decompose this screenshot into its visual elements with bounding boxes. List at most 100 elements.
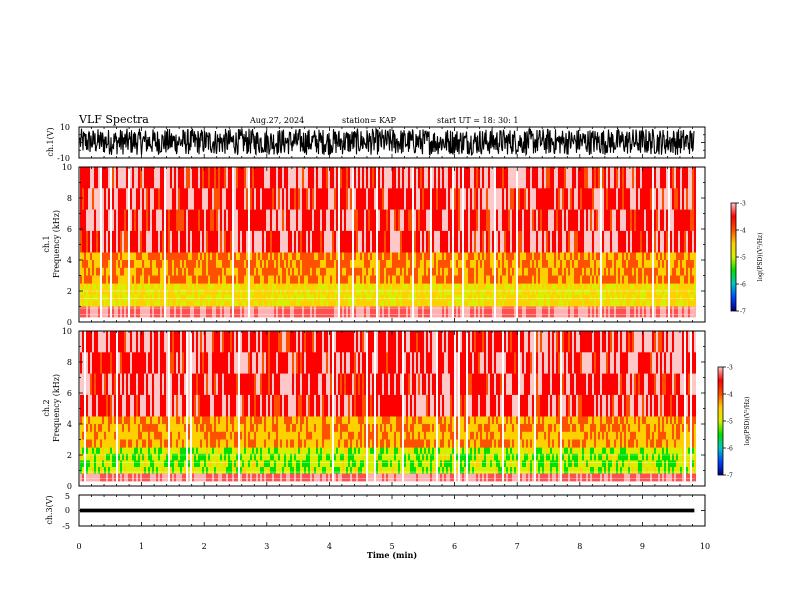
spectrogram-cell: [314, 188, 316, 210]
spectrogram-cell: [572, 260, 574, 269]
spectrogram-cell: [142, 416, 144, 425]
spectrogram-cell: [188, 252, 190, 261]
spectrogram-cell: [692, 306, 694, 318]
spectrogram-cell: [348, 167, 350, 189]
spectrogram-cell: [304, 294, 306, 301]
spectrogram-cell: [612, 230, 614, 253]
spectrogram-cell: [522, 267, 524, 276]
spectrogram-cell: [388, 294, 390, 301]
spectrogram-cell: [308, 188, 310, 210]
spectrogram-cell: [358, 289, 360, 296]
spectrogram-cell: [422, 289, 424, 296]
spectrogram-cell: [336, 275, 338, 284]
spectrogram-cell: [208, 439, 210, 448]
spectrogram-cell: [220, 460, 222, 468]
spectrogram-cell: [364, 306, 366, 318]
spectrogram-cell: [488, 294, 490, 301]
spectrogram-cell: [136, 294, 138, 301]
spectrogram-cell: [418, 300, 420, 307]
spectrogram-cell: [154, 460, 156, 468]
spectrogram-cell: [156, 473, 158, 482]
spectrogram-cell: [152, 331, 154, 353]
spectrogram-cell: [188, 431, 190, 440]
spectrogram-cell: [272, 260, 274, 269]
spectrogram-cell: [578, 289, 580, 296]
spectrogram-cell: [432, 167, 434, 189]
spectrogram-cell: [152, 252, 154, 261]
spectrogram-cell: [280, 167, 282, 189]
spectrogram-cell: [286, 230, 288, 253]
spectrogram-cell: [230, 331, 232, 353]
spectrogram-cell: [532, 294, 534, 301]
spectrogram-cell: [498, 188, 500, 210]
spectrogram-cell: [114, 267, 116, 276]
spectrogram-cell: [350, 167, 352, 189]
spectrogram-cell: [278, 306, 280, 318]
spectrogram-cell: [502, 275, 504, 284]
spectrogram-cell: [86, 373, 88, 396]
spectrogram-cell: [184, 294, 186, 301]
spectrogram-cell: [226, 188, 228, 210]
spectrogram-cell: [188, 267, 190, 276]
spectrogram-cell: [206, 283, 208, 290]
spectrogram-cell: [442, 294, 444, 301]
spectrogram-cell: [234, 300, 236, 307]
spectrogram-cell: [686, 306, 688, 318]
spectrogram-cell: [592, 260, 594, 269]
spectrogram-cell: [400, 294, 402, 301]
spectrogram-cell: [302, 294, 304, 301]
spectrogram-cell: [230, 439, 232, 448]
spectrogram-cell: [206, 460, 208, 468]
spectrogram-cell: [108, 473, 110, 482]
spectrogram-cell: [618, 294, 620, 301]
spectrogram-cell: [468, 167, 470, 189]
spectrogram-cell: [612, 294, 614, 301]
spectrogram-cell: [272, 188, 274, 210]
spectrogram-cell: [306, 294, 308, 301]
spectrogram-cell: [166, 283, 168, 290]
spectrogram-cell: [528, 167, 530, 189]
spectrogram-cell: [660, 230, 662, 253]
spectrogram-cell: [216, 424, 218, 433]
spectrogram-cell: [354, 267, 356, 276]
spectrogram-cell: [560, 188, 562, 210]
spectrogram-cell: [306, 209, 308, 232]
spectrogram-cell: [80, 447, 82, 455]
spectrogram-cell: [232, 394, 234, 417]
spectrogram-cell: [116, 230, 118, 253]
spectrogram-cell: [646, 260, 648, 269]
spectrogram-cell: [88, 267, 90, 276]
spectrogram-cell: [208, 431, 210, 440]
spectrogram-cell: [366, 283, 368, 290]
spectrogram-cell: [622, 300, 624, 307]
spectrogram-cell: [188, 188, 190, 210]
spectrogram-cell: [148, 439, 150, 448]
spectrogram-cell: [388, 230, 390, 253]
spectrogram-cell: [588, 260, 590, 269]
spectrogram-cell: [102, 230, 104, 253]
spectrogram-cell: [144, 373, 146, 396]
spectrogram-cell: [276, 188, 278, 210]
spectrogram-cell: [630, 294, 632, 301]
spectrogram-cell: [620, 300, 622, 307]
spectrogram-cell: [458, 167, 460, 189]
spectrogram-cell: [582, 267, 584, 276]
spectrogram-cell: [136, 416, 138, 425]
spectrogram-cell: [330, 289, 332, 296]
spectrogram-cell: [418, 306, 420, 318]
spectrogram-cell: [612, 167, 614, 189]
spectrogram-cell: [310, 230, 312, 253]
spectrogram-cell: [240, 188, 242, 210]
spectrogram-cell: [270, 188, 272, 210]
spectrogram-cell: [484, 294, 486, 301]
spectrogram-cell: [124, 447, 126, 455]
spectrogram-cell: [608, 283, 610, 290]
spectrogram-cell: [156, 394, 158, 417]
spectrogram-cell: [160, 167, 162, 189]
spectrogram-cell: [148, 188, 150, 210]
spectrogram-cell: [144, 394, 146, 417]
spectrogram-cell: [264, 289, 266, 296]
spectrogram-cell: [130, 260, 132, 269]
spectrogram-cell: [122, 416, 124, 425]
spectrogram-cell: [120, 275, 122, 284]
